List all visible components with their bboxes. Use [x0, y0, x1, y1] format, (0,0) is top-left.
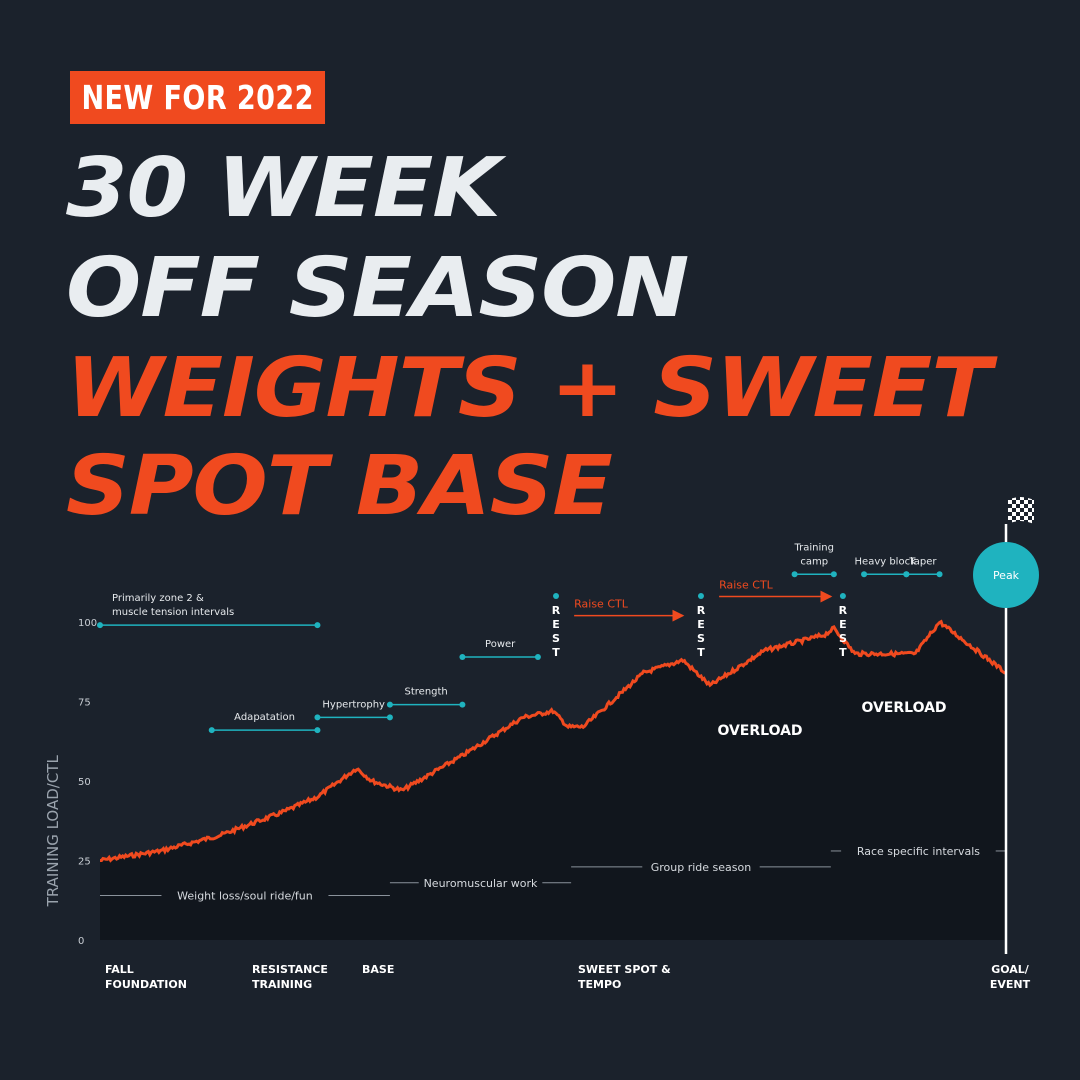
focus-bar-label: Strength — [405, 687, 448, 698]
rest-letter: E — [552, 618, 560, 631]
raise-ctl-label: Raise CTL — [719, 579, 774, 592]
overload-label: OVERLOAD — [717, 723, 802, 739]
raise-ctl-label: Raise CTL — [574, 598, 629, 611]
rest-letter: S — [697, 632, 705, 645]
bottom-phase-label: Weight loss/soul ride/fun — [177, 889, 313, 902]
overload-label: OVERLOAD — [861, 700, 946, 716]
focus-bar-end-dot — [459, 701, 466, 708]
focus-bar-label: Taper — [908, 556, 937, 567]
focus-bar-end-dot — [936, 571, 943, 578]
focus-bar-label: Hypertrophy — [322, 699, 385, 710]
checkered-flag-icon — [1008, 497, 1034, 524]
peak-label: Peak — [993, 569, 1020, 582]
new-for-2022-badge: NEW FOR 2022 — [70, 71, 326, 124]
rest-letter: T — [697, 646, 705, 659]
phase-axis-label: FOUNDATION — [105, 978, 187, 991]
phase-axis-label: TEMPO — [578, 978, 621, 991]
focus-bar-start-dot — [386, 701, 393, 708]
focus-bar-label: muscle tension intervals — [112, 607, 234, 618]
y-axis-label: TRAINING LOAD/CTL — [44, 755, 62, 908]
bottom-phase-label: Race specific intervals — [857, 845, 980, 858]
y-tick-label-50: 50 — [78, 777, 91, 788]
phase-axis-label: GOAL/ — [991, 963, 1030, 976]
focus-bar-start-dot — [208, 727, 215, 734]
headline-line-3: WEIGHTS + SWEET — [66, 341, 992, 436]
focus-bar-label: Adapatation — [234, 712, 295, 723]
y-tick-label-75: 75 — [78, 698, 91, 709]
phase-axis-label: EVENT — [990, 978, 1031, 991]
y-tick-label-0: 0 — [78, 936, 84, 947]
y-tick-label-100: 100 — [78, 618, 97, 629]
rest-dot — [553, 593, 560, 599]
focus-bar-start-dot — [861, 571, 868, 578]
bottom-phase-label: Neuromuscular work — [424, 877, 538, 890]
focus-bar-start-dot — [791, 571, 798, 578]
phase-axis-label: BASE — [362, 963, 394, 976]
headline-line-1: 30 WEEK — [66, 141, 501, 236]
bottom-phase-label: Group ride season — [651, 861, 752, 874]
rest-dot — [697, 593, 704, 599]
focus-bar-start-dot — [314, 714, 321, 721]
ctl-series-line — [100, 619, 1007, 863]
training-load-chart: 0 25 50 75 100 TRAINING LOAD/CTL Primarily zon… — [44, 497, 1039, 991]
rest-letter: T — [839, 646, 847, 659]
focus-bar-label: Heavy block — [855, 556, 917, 567]
rest-letter: S — [552, 632, 560, 645]
rest-letter: R — [839, 604, 848, 617]
focus-bar-end-dot — [314, 622, 321, 629]
focus-bar-end-dot — [386, 714, 393, 721]
rest-letter: R — [697, 604, 706, 617]
phase-axis-label: RESISTANCE — [252, 963, 328, 976]
focus-bar-label: Training — [793, 542, 833, 553]
phase-axis-label: FALL — [105, 963, 134, 976]
phase-axis-label: TRAINING — [252, 978, 312, 991]
y-tick-label-25: 25 — [78, 857, 91, 868]
rest-letter: E — [697, 618, 705, 631]
focus-bar-start-dot — [459, 653, 466, 660]
rest-dot — [839, 593, 846, 599]
focus-bar-end-dot — [534, 653, 541, 660]
focus-bar-end-dot — [314, 727, 321, 734]
focus-bar-label: camp — [800, 556, 828, 567]
peak-circle — [973, 542, 1039, 608]
phase-axis-label: SWEET SPOT & — [578, 963, 671, 976]
headline-line-2: OFF SEASON — [66, 241, 689, 336]
focus-bar-label: Power — [485, 639, 516, 650]
headline-line-4: SPOT BASE — [66, 439, 613, 534]
rest-letter: T — [552, 646, 560, 659]
rest-letter: E — [839, 618, 847, 631]
focus-bar-label: Primarily zone 2 & — [112, 593, 204, 604]
rest-letter: R — [552, 604, 561, 617]
focus-bar-start-dot — [97, 622, 103, 629]
focus-bar-start-dot — [903, 571, 910, 578]
focus-bar-end-dot — [830, 571, 837, 578]
area-under-curve — [100, 621, 1006, 940]
rest-letter: S — [839, 632, 847, 645]
